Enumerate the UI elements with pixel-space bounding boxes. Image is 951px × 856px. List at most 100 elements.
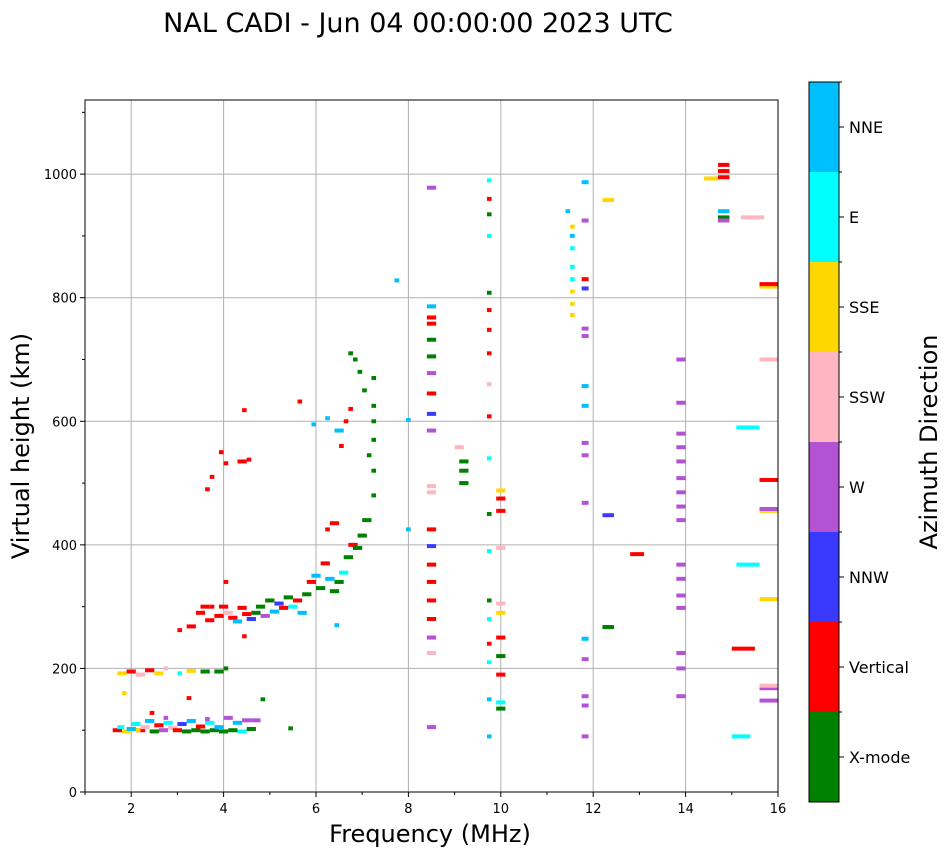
data-point-nne [311,573,321,578]
data-point-nne [325,416,330,421]
data-point-nne [311,422,316,427]
data-point-vertical [177,628,183,633]
colorbar-label: Azimuth Direction [915,335,943,550]
data-point-e [731,734,751,739]
data-point-w [426,635,437,640]
data-point-x-mode [486,290,492,295]
data-point-sse [496,488,506,493]
data-point-vertical [242,634,247,639]
data-point-e [570,246,575,251]
data-point-nne [570,233,575,238]
colorbar-band [809,352,839,442]
data-point-nne [581,384,589,389]
data-point-w [676,576,686,581]
data-point-x-mode [357,533,367,538]
data-point-ssw [426,490,437,495]
data-point-vertical [426,321,437,326]
data-point-w [676,666,686,671]
data-point-nne [297,610,307,615]
data-point-vertical [717,175,730,180]
data-point-vertical [237,605,247,610]
data-point-x-mode [602,625,614,630]
data-point-vertical [717,169,730,174]
data-point-w [676,490,686,495]
data-point-nne [269,609,280,614]
data-point-w [676,593,686,598]
data-point-nne [581,180,589,185]
data-point-e [177,671,183,676]
data-point-sse [186,668,196,673]
data-point-x-mode [371,493,377,498]
data-point-e [486,233,492,238]
data-point-w [581,657,589,662]
data-point-e [288,604,298,609]
data-point-e [486,617,492,621]
data-point-w [205,717,210,722]
data-point-ssw [496,545,506,550]
colorbar-band [809,532,839,622]
data-point-vertical [145,668,155,673]
data-point-ssw [759,357,778,362]
data-point-e [486,549,492,554]
data-point-x-mode [496,654,506,659]
data-point-sse [117,671,127,676]
data-point-x-mode [209,728,219,733]
plot-frame [84,99,779,793]
colorbar-label-nne: NNE [849,118,883,137]
data-point-nne [232,619,243,624]
data-point-vertical [200,604,210,609]
x-tick-label: 10 [493,802,510,817]
data-point-w [426,428,437,433]
data-point-x-mode [191,728,201,733]
x-tick-label: 4 [219,802,227,817]
data-point-w [581,453,589,458]
data-point-nne [406,527,411,532]
data-point-nne [581,636,589,641]
colorbar-frame [808,81,840,803]
data-point-w [676,400,686,405]
data-point-x-mode [251,610,261,615]
data-point-w [676,605,686,610]
data-point-e [570,277,575,282]
data-point-x-mode [265,598,275,603]
data-point-x-mode [352,357,358,362]
y-tick-label: 200 [52,662,77,677]
data-point-vertical [486,351,492,356]
data-point-x-mode [329,589,340,594]
data-point-w [242,718,252,723]
data-point-x-mode [200,729,210,734]
data-point-vertical [496,508,506,513]
data-point-nne [565,209,571,214]
data-point-w [676,431,686,436]
data-point-e [131,722,141,727]
data-point-sse [759,284,778,289]
data-point-vertical [195,724,206,729]
data-point-sse [602,198,614,203]
data-point-sse [570,313,575,318]
data-point-x-mode [260,697,266,702]
data-point-e [486,456,492,461]
data-point-vertical [209,474,215,479]
data-point-e [736,562,760,567]
data-point-ssw [426,484,437,489]
data-point-vertical [759,477,778,482]
colorbar-band [809,262,839,352]
data-point-w [581,326,589,331]
data-point-nnw [602,513,614,518]
data-point-x-mode [182,729,192,734]
data-point-sse [704,176,718,181]
data-point-vertical [228,615,238,620]
data-point-x-mode [214,669,224,674]
data-point-w [581,440,589,445]
data-point-w [676,459,686,464]
data-point-x-mode [486,598,492,603]
y-tick-label: 800 [52,292,77,307]
y-axis-label: Virtual height (km) [7,333,35,559]
data-point-nne [406,418,411,423]
colorbar-band [809,172,839,262]
data-point-x-mode [459,481,469,486]
data-point-w [581,334,589,339]
data-point-nnw [581,286,589,291]
data-point-nnw [426,411,437,416]
data-point-sse [121,729,132,734]
